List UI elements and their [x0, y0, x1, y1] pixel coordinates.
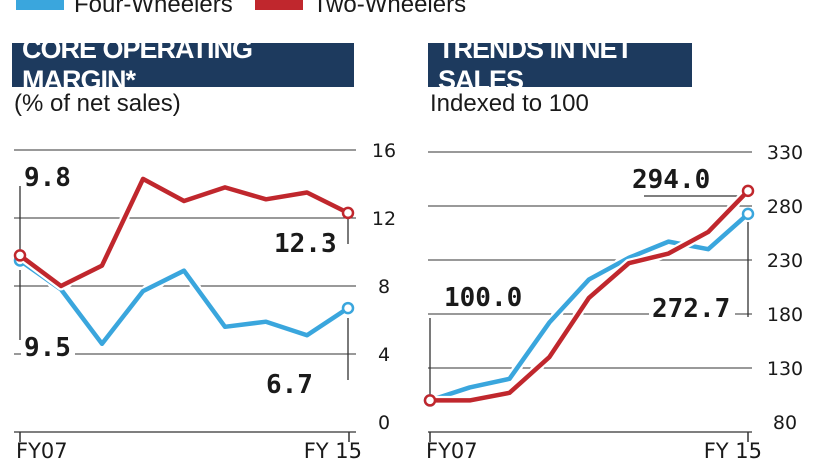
sales-ytick-label: 180: [767, 304, 803, 326]
legend-swatch-two-wheelers: [254, 0, 303, 10]
margin-ytick-label: 0: [378, 412, 390, 434]
margin-callout-label: 9.5: [24, 333, 71, 363]
margin-callout-label: 12.3: [274, 229, 337, 259]
legend-swatch-four-wheelers: [16, 0, 64, 10]
margin-callout-bg: [21, 162, 75, 192]
margin-ytick-label: 16: [372, 140, 396, 162]
margin-callout-bg: [263, 369, 317, 399]
sales-x-label: FY 15: [704, 439, 762, 463]
sales-callout-bg: [629, 164, 715, 194]
margin-chart-subtitle: (% of net sales): [14, 90, 181, 117]
margin-x-label: FY07: [16, 439, 68, 463]
margin-chart: 0 4 8 12 16 FY07 FY 15 9.8 12.3 9.5 6.7: [13, 140, 396, 463]
legend-label-two-wheelers: Two-Wheelers: [312, 0, 467, 18]
sales-callout-label: 272.7: [652, 294, 730, 324]
margin-ytick-label: 12: [372, 208, 396, 230]
margin-callout-label: 9.8: [24, 163, 71, 193]
legend-item-two-wheelers: Two-Wheelers: [254, 0, 467, 19]
sales-ytick-label: 80: [773, 412, 797, 434]
margin-point-four-wheelers: [341, 301, 355, 315]
margin-series-line-four-wheelers: [17, 258, 351, 347]
margin-callout-bg: [21, 332, 75, 362]
margin-point-two-wheelers: [341, 206, 355, 220]
sales-callout-label: 100.0: [444, 283, 522, 313]
sales-point-two-wheelers: [423, 394, 437, 407]
legend: Four-Wheelers Two-Wheelers: [16, 0, 466, 18]
sales-point-four-wheelers: [741, 207, 755, 221]
sales-callout-bg: [649, 293, 735, 323]
sales-ytick-label: 280: [767, 196, 803, 218]
sales-callout-label: 294.0: [632, 165, 710, 195]
sales-ytick-label: 330: [767, 142, 803, 164]
legend-item-four-wheelers: Four-Wheelers: [16, 0, 233, 19]
legend-label-four-wheelers: Four-Wheelers: [74, 0, 233, 18]
margin-point-two-wheelers: [13, 249, 27, 262]
sales-ytick-label: 130: [767, 358, 803, 380]
sales-point-two-wheelers: [741, 184, 755, 198]
sales-chart-subtitle: Indexed to 100: [430, 90, 589, 117]
margin-callout-label: 6.7: [266, 370, 313, 400]
margin-ytick-label: 8: [378, 276, 390, 298]
sales-callout-bg: [441, 282, 527, 312]
sales-x-label: FY07: [426, 439, 478, 463]
margin-x-label: FY 15: [304, 439, 362, 463]
sales-chart: 80 130 180 230 280 330 FY07 FY 15 294.0 100.0 272.…: [423, 142, 803, 463]
margin-callout-bg: [271, 228, 341, 258]
sales-ytick-label: 230: [767, 250, 803, 272]
margin-ytick-label: 4: [378, 344, 390, 366]
